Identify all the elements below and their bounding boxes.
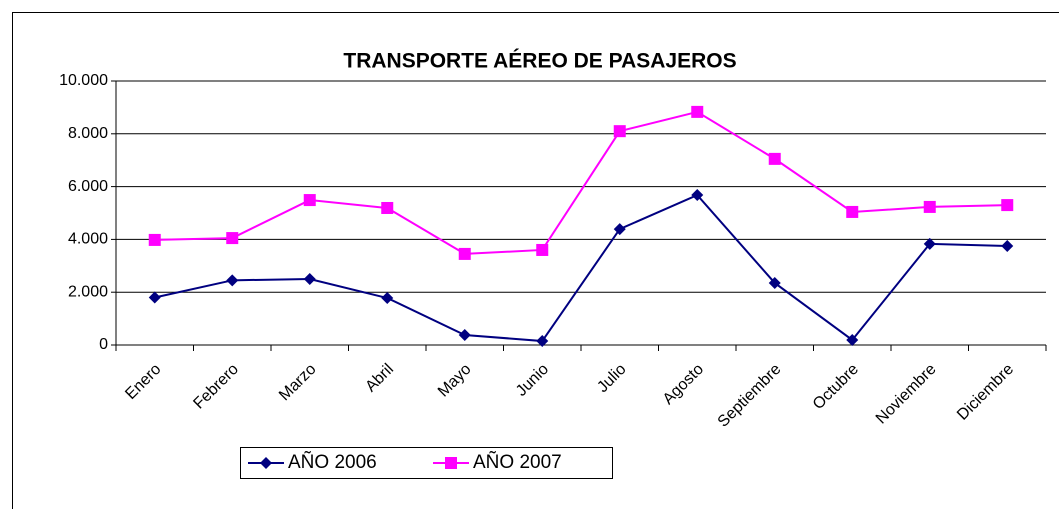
y-tick-label: 4.000 <box>68 231 108 248</box>
data-point <box>691 189 704 202</box>
data-point <box>303 273 316 285</box>
series-line <box>154 110 1008 255</box>
data-point <box>148 233 161 246</box>
data-point <box>846 205 859 218</box>
legend-marker <box>260 457 272 469</box>
data-point <box>1001 199 1014 212</box>
data-point <box>226 274 239 287</box>
data-point <box>1001 240 1014 252</box>
data-point <box>691 105 704 118</box>
y-tick-label: 2.000 <box>68 283 108 300</box>
data-point <box>536 335 549 348</box>
data-point <box>381 201 394 214</box>
y-tick-label: 8.000 <box>68 125 108 142</box>
y-tick-label: 6.000 <box>68 178 108 195</box>
chart-border <box>12 12 1059 509</box>
data-point <box>536 243 549 256</box>
data-point <box>458 328 471 341</box>
legend-label: AÑO 2007 <box>473 451 562 473</box>
data-point <box>923 237 936 250</box>
legend-marker <box>445 457 457 469</box>
data-point <box>226 232 239 245</box>
data-point <box>846 333 859 346</box>
data-point <box>768 152 781 165</box>
legend-box <box>240 447 613 479</box>
data-point <box>923 200 936 213</box>
series-line <box>154 193 1008 343</box>
data-point <box>303 194 316 207</box>
data-point <box>613 223 626 236</box>
y-tick-label: 10.000 <box>59 72 108 89</box>
chart-title: TRANSPORTE AÉREO DE PASAJEROS <box>343 50 736 73</box>
data-point <box>458 247 471 260</box>
data-point <box>148 291 161 304</box>
legend-label: AÑO 2006 <box>288 451 377 473</box>
data-point <box>381 292 394 305</box>
data-point <box>613 125 626 138</box>
y-tick-label: 0 <box>99 336 108 353</box>
data-point <box>768 276 781 289</box>
